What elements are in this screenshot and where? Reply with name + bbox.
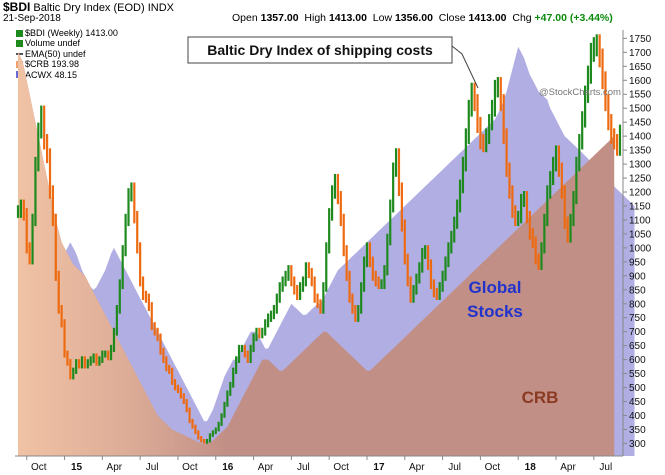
global-stocks-label-2: Stocks — [467, 302, 523, 321]
close-label: Close — [438, 12, 466, 24]
legend-volume-label: Volume undef — [25, 38, 81, 49]
y-tick-label: 350 — [629, 425, 646, 436]
chart-date: 21-Sep-2018 — [3, 13, 61, 24]
x-axis: Oct 15 Apr Jul Oct 16 Apr Jul Oct 17 Apr Jul Oct 18 Ap… — [26, 456, 612, 473]
y-axis: 300 350 400 450 500 550 600 650 700 750 800 850 900 9… — [623, 34, 652, 450]
y-tick-label: 1650 — [629, 62, 652, 73]
y-tick-label: 550 — [629, 369, 646, 380]
x-tick-label: Jul — [146, 462, 159, 473]
global-stocks-label-1: Global — [469, 278, 522, 297]
y-tick-label: 1100 — [629, 215, 651, 226]
y-tick-label: 500 — [629, 383, 646, 394]
y-tick-label: 1450 — [629, 118, 652, 129]
y-tick-label: 650 — [629, 341, 646, 352]
chg-label: Chg — [512, 12, 532, 24]
y-tick-label: 1150 — [629, 201, 651, 212]
y-tick-label: 400 — [629, 411, 646, 422]
y-tick-label: 900 — [629, 271, 646, 282]
y-tick-label: 1400 — [629, 132, 652, 143]
legend-crb-label: $CRB 193.98 — [25, 59, 80, 70]
x-tick-label: Apr — [560, 462, 576, 473]
y-tick-label: 1250 — [629, 174, 652, 185]
y-tick-label: 1500 — [629, 104, 652, 115]
close-value: 1413.00 — [468, 12, 507, 24]
y-tick-label: 750 — [629, 313, 646, 324]
bdi-annotation: Baltic Dry Index of shipping costs — [187, 36, 479, 89]
ohlc-readout: Open 1357.00 High 1413.00 Low 1356.00 Cl… — [232, 12, 613, 24]
x-tick-label: Oct — [333, 462, 349, 473]
chart-symbol: $BDI Baltic Dry Index (EOD) INDX — [3, 0, 174, 14]
annotation-box — [187, 36, 453, 64]
exchange: INDX — [147, 2, 174, 14]
x-tick-label: Oct — [182, 462, 198, 473]
x-tick-label: Jul — [599, 462, 612, 473]
x-tick-label: 18 — [525, 462, 537, 473]
x-tick-label: 17 — [373, 462, 385, 473]
bar-icon — [16, 29, 23, 37]
x-tick-label: 15 — [71, 462, 83, 473]
y-tick-label: 850 — [629, 285, 646, 296]
x-tick-label: Oct — [31, 462, 47, 473]
x-tick-label: Apr — [409, 462, 425, 473]
legend-ema-label: EMA(50) undef — [25, 48, 86, 59]
crb-label: CRB — [522, 388, 559, 407]
y-tick-label: 1550 — [629, 90, 652, 101]
line-icon — [16, 53, 23, 56]
y-tick-label: 1000 — [629, 243, 652, 254]
legend-acwx-label: ACWX 48.15 — [25, 69, 78, 80]
legend-ema: EMA(50) undef — [16, 49, 118, 59]
crb-area — [18, 52, 615, 457]
annotation-text: Baltic Dry Index of shipping costs — [207, 42, 433, 58]
y-tick-label: 450 — [629, 397, 646, 408]
legend-volume: Volume undef — [16, 38, 118, 48]
symbol-name: Baltic Dry Index (EOD) — [33, 2, 145, 14]
high-label: High — [304, 12, 327, 24]
x-tick-label: Apr — [258, 462, 274, 473]
y-tick-label: 1200 — [629, 188, 652, 199]
legend-main-label: $BDI (Weekly) 1413.00 — [25, 28, 118, 38]
legend-main: $BDI (Weekly) 1413.00 — [16, 28, 118, 38]
x-tick-label: Oct — [485, 462, 501, 473]
y-tick-label: 800 — [629, 299, 646, 310]
x-tick-label: Jul — [448, 462, 461, 473]
x-tick-label: Apr — [107, 462, 123, 473]
y-tick-label: 1050 — [629, 229, 652, 240]
annotation-pointer — [451, 45, 479, 89]
y-tick-label: 600 — [629, 355, 646, 366]
x-tick-label: 16 — [222, 462, 234, 473]
volume-icon — [16, 40, 23, 48]
y-tick-label: 1700 — [629, 48, 652, 59]
y-tick-label: 950 — [629, 257, 646, 268]
bdi-bars — [16, 34, 622, 444]
open-value: 1357.00 — [260, 12, 299, 24]
y-tick-label: 300 — [629, 439, 646, 450]
y-tick-label: 1350 — [629, 146, 652, 157]
open-label: Open — [232, 12, 258, 24]
y-tick-label: 700 — [629, 327, 646, 338]
low-label: Low — [372, 12, 393, 24]
y-tick-label: 1300 — [629, 160, 652, 171]
symbol: $BDI — [3, 0, 31, 14]
high-value: 1413.00 — [328, 12, 367, 24]
watermark: @StockCharts.com — [539, 87, 621, 98]
low-value: 1356.00 — [394, 12, 433, 24]
x-tick-label: Jul — [297, 462, 310, 473]
chg-value: +47.00 (+3.44%) — [534, 12, 613, 24]
y-tick-label: 1750 — [629, 34, 652, 45]
crb-early-tint — [18, 52, 615, 457]
y-tick-label: 1600 — [629, 76, 652, 87]
